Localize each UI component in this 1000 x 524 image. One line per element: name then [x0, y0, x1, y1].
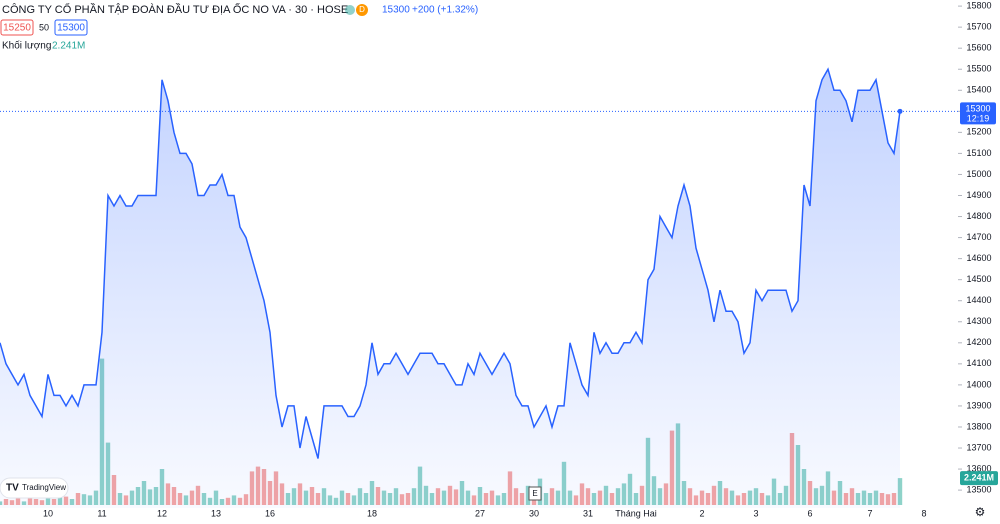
x-tick-label: 31: [583, 508, 593, 518]
bid[interactable]: 15250: [3, 23, 31, 34]
y-tick-label: 15400: [966, 85, 991, 95]
y-tick-label: 15700: [966, 22, 991, 32]
ask[interactable]: 15300: [57, 23, 85, 34]
spread: 50: [39, 22, 49, 32]
x-tick-label: Tháng Hai: [615, 508, 657, 518]
badge: D: [359, 5, 365, 14]
x-tick-label: 11: [97, 508, 106, 518]
x-tick-label: 18: [367, 508, 377, 518]
brand-pill[interactable]: [0, 477, 69, 499]
x-tick-label: 12: [157, 508, 167, 518]
price-line: [0, 67, 901, 459]
y-tick-label: 14900: [966, 190, 991, 200]
volume-last-box: [960, 471, 998, 486]
x-tick-label: 3: [753, 508, 758, 518]
last-price-label: 15300: [965, 104, 990, 114]
ask-box[interactable]: [54, 19, 88, 36]
y-tick-label: 15100: [966, 148, 991, 158]
badge-bg: [356, 4, 368, 16]
y-tick-label: 14100: [966, 358, 991, 368]
volume-last-label: 2.241M: [964, 472, 994, 482]
price-area: [0, 69, 900, 508]
header-price: 15300: [382, 5, 410, 16]
x-tick-label: 30: [529, 508, 539, 518]
x-tick-label: 8: [921, 508, 926, 518]
volume-legend-name: Khối lượng: [2, 40, 51, 52]
event-marker[interactable]: E: [532, 489, 537, 498]
y-tick-label: 14500: [966, 274, 991, 284]
x-tick-label: 16: [265, 508, 275, 518]
y-tick-label: 13700: [966, 442, 991, 452]
clock: 12:19: [967, 114, 990, 124]
y-tick-label: 13900: [966, 400, 991, 410]
y-tick-label: 14700: [966, 232, 991, 242]
y-tick-label: 14400: [966, 295, 991, 305]
y-tick-label: 14600: [966, 253, 991, 263]
y-tick-label: 14200: [966, 337, 991, 347]
x-tick-label: 6: [807, 508, 812, 518]
x-tick-label: 7: [867, 508, 872, 518]
y-tick-label: 14000: [966, 379, 991, 389]
brand-logo: TV: [6, 483, 19, 494]
header-change: +200 (+1.32%): [412, 5, 478, 16]
last-price-box: [960, 102, 996, 125]
event-box[interactable]: [528, 486, 542, 501]
status-dot: [345, 5, 355, 15]
x-tick-label: 27: [475, 508, 485, 518]
settings-icon[interactable]: ⚙: [975, 505, 986, 519]
brand[interactable]: TradingView: [22, 483, 66, 492]
volume-legend-value: 2.241M: [52, 41, 85, 52]
y-tick-label: 15500: [966, 64, 991, 74]
y-tick-label: 15800: [966, 0, 991, 10]
y-tick-label: 15600: [966, 43, 991, 53]
bid-box[interactable]: [0, 19, 34, 36]
y-tick-label: 15000: [966, 169, 991, 179]
y-tick-label: 13500: [966, 484, 991, 494]
y-tick-label: 14800: [966, 211, 991, 221]
price-axis-bg: [958, 0, 1000, 524]
x-tick-label: 2: [699, 508, 704, 518]
y-tick-label: 13600: [966, 463, 991, 473]
x-tick-label: 13: [211, 508, 221, 518]
y-tick-label: 14300: [966, 316, 991, 326]
y-tick-label: 13800: [966, 421, 991, 431]
y-tick-label: 15200: [966, 127, 991, 137]
symbol-title: CÔNG TY CỔ PHẦN TẬP ĐOÀN ĐẦU TƯ ĐỊA ỐC N…: [2, 2, 348, 16]
x-tick-label: 10: [43, 508, 53, 518]
